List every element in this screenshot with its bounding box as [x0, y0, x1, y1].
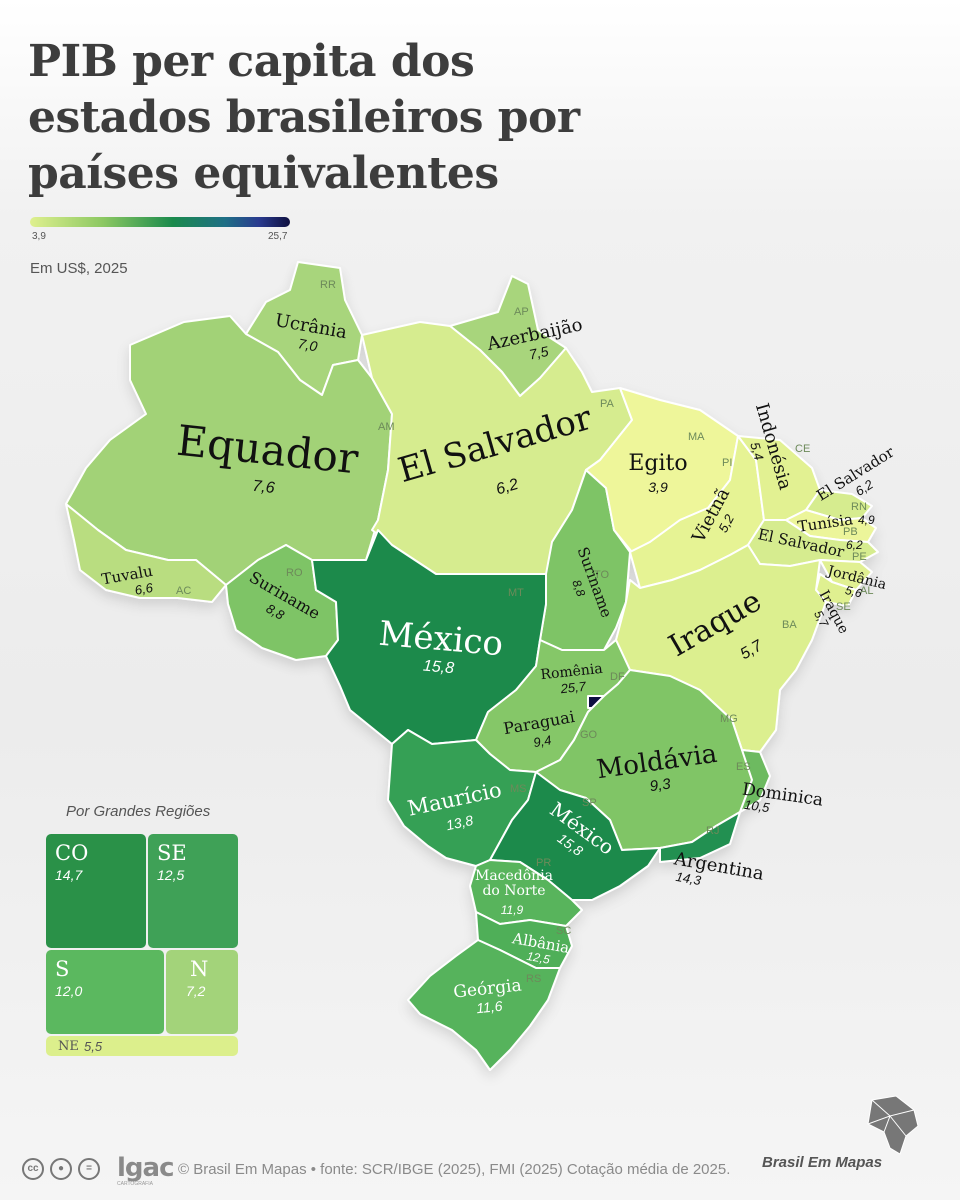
abbr-AL: AL: [860, 585, 873, 597]
region-n-value: 7,2: [186, 983, 206, 999]
abbr-SE: SE: [836, 601, 851, 613]
attribution-icon: ●: [50, 1158, 72, 1180]
value-ES: 10,5: [743, 797, 771, 815]
abbr-PA: PA: [600, 398, 615, 410]
lgac-logo: lgac: [117, 1153, 174, 1183]
abbr-GO: GO: [580, 729, 598, 741]
state-SP: [489, 771, 661, 901]
regions-treemap: CO 14,7 SE 12,5 S 12,0 N 7,2 NE 5,5: [44, 832, 238, 1056]
value-RS: 11,6: [475, 998, 503, 1017]
country-DF: Romênia: [540, 661, 604, 683]
value-SC: 12,5: [526, 949, 552, 967]
value-PB: 4,9: [858, 513, 875, 527]
region-se-value: 12,5: [157, 867, 185, 883]
lgac-logo-sub: CARTOGRAFIA: [117, 1181, 153, 1187]
country-PR-line-1: Macedônia: [475, 868, 553, 884]
state-AL: [819, 559, 873, 591]
creative-commons-icon: cc: [22, 1158, 44, 1180]
abbr-TO: TO: [594, 569, 610, 581]
title-line-2: estados brasileiros por: [28, 92, 580, 143]
page-title: PIB per capita dos estados brasileiros p…: [28, 34, 588, 202]
value-RR: 7,0: [297, 335, 319, 354]
abbr-DF: DF: [610, 671, 625, 683]
unit-label: Em US$, 2025: [30, 260, 128, 277]
abbr-RO: RO: [286, 567, 303, 579]
region-s-name: S: [55, 957, 70, 981]
abbr-RS: RS: [526, 973, 541, 985]
abbr-BA: BA: [782, 619, 797, 631]
abbr-CE: CE: [795, 443, 810, 455]
abbr-SP: SP: [582, 797, 597, 809]
region-ne-name: NE: [58, 1039, 79, 1054]
region-se: SE 12,5: [148, 834, 238, 948]
title-line-1: PIB per capita dos: [28, 36, 475, 87]
abbr-PI: PI: [722, 457, 732, 469]
color-scale-bar: [30, 217, 290, 227]
region-ne-value: 5,5: [84, 1039, 103, 1054]
state-ES: [739, 749, 771, 813]
value-PE: 6,2: [846, 538, 863, 552]
value-MT: 15,8: [422, 658, 455, 678]
value-CE: 5,4: [747, 440, 766, 462]
source-credit: © Brasil Em Mapas • fonte: SCR/IBGE (202…: [178, 1161, 731, 1178]
state-AC: [65, 503, 227, 603]
country-MA: Egito: [628, 451, 687, 476]
abbr-SC: SC: [556, 925, 571, 937]
region-se-name: SE: [157, 841, 187, 865]
region-n-name: N: [190, 957, 209, 981]
value-MS: 13,8: [445, 812, 475, 833]
abbr-AP: AP: [514, 306, 529, 318]
region-ne: NE 5,5: [46, 1036, 238, 1056]
abbr-PB: PB: [843, 526, 858, 538]
brand-name: Brasil Em Mapas: [762, 1154, 883, 1171]
region-s: S 12,0: [46, 950, 164, 1034]
abbr-PR: PR: [536, 857, 551, 869]
value-PR: 11,9: [501, 903, 524, 917]
region-s-value: 12,0: [55, 983, 83, 999]
abbr-MG: MG: [720, 713, 738, 725]
abbr-MS: MS: [510, 783, 527, 795]
country-PR: Macedônia do Norte: [475, 868, 553, 899]
value-MA: 3,9: [648, 479, 668, 495]
region-co-name: CO: [55, 841, 89, 865]
value-AC: 6,6: [134, 580, 155, 598]
region-co-value: 14,7: [55, 867, 83, 883]
value-TO: 8,8: [569, 578, 588, 599]
abbr-RR: RR: [320, 279, 336, 291]
value-PA: 6,2: [494, 476, 520, 499]
title-line-3: países equivalentes: [28, 148, 499, 199]
value-AL: 5,6: [844, 583, 864, 601]
abbr-MA: MA: [688, 431, 705, 443]
scale-min-label: 3,9: [32, 231, 46, 242]
value-DF: 25,7: [559, 679, 587, 697]
abbr-MT: MT: [508, 587, 524, 599]
value-GO: 9,4: [532, 732, 552, 750]
value-RJ: 14,3: [675, 869, 703, 888]
abbr-ES: ES: [736, 761, 751, 773]
abbr-AC: AC: [176, 585, 191, 597]
region-n: N 7,2: [166, 950, 238, 1034]
region-co: CO 14,7: [46, 834, 146, 948]
state-RJ: [659, 811, 741, 863]
value-AM: 7,6: [252, 478, 276, 497]
value-MG: 9,3: [649, 775, 673, 795]
no-derivatives-icon: =: [78, 1158, 100, 1180]
country-PR-line-2: do Norte: [482, 883, 545, 899]
abbr-RN: RN: [851, 501, 867, 513]
regions-title: Por Grandes Regiões: [66, 803, 211, 820]
abbr-RJ: RJ: [706, 825, 719, 837]
value-AP: 7,5: [528, 343, 551, 363]
state-RS: [407, 939, 561, 1071]
scale-max-label: 25,7: [268, 231, 288, 242]
abbr-AM: AM: [378, 421, 395, 433]
brand-map-icon: [867, 1095, 919, 1155]
abbr-PE: PE: [852, 551, 867, 563]
